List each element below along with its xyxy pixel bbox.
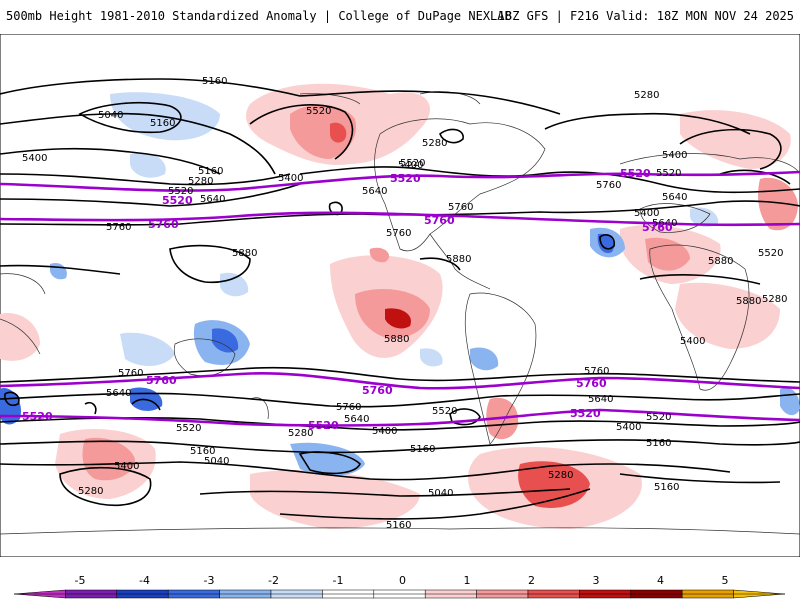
colorbar-tick-label: 4 — [657, 574, 664, 587]
contour-label: 5400 — [398, 160, 423, 171]
contour-label: 5280 — [762, 294, 787, 305]
contour-label: 5760 — [386, 228, 411, 239]
colorbar-tick-label: 1 — [464, 574, 471, 587]
colorbar-tick-label: -2 — [268, 574, 279, 587]
contour-label: 5760 — [596, 180, 621, 191]
contour-label: 5280 — [548, 470, 573, 481]
contour-label: 5520 — [400, 158, 425, 169]
anomaly-map: 5160 5040 5520 5400 5160 5400 5280 5520 … — [0, 34, 800, 557]
contour-label: 5400 — [372, 426, 397, 437]
contour-label: 5760 — [584, 366, 609, 377]
header: 500mb Height 1981-2010 Standardized Anom… — [0, 0, 800, 34]
contour-label: 5520 — [646, 412, 671, 423]
model-run-info: 18Z GFS | F216 Valid: 18Z MON NOV 24 202… — [497, 9, 794, 23]
contour-label: 5280 — [78, 486, 103, 497]
contour-label: 5280 — [634, 90, 659, 101]
thickness-label: 5520 — [22, 410, 53, 423]
contour-label: 5280 — [422, 138, 447, 149]
colorbar-tick-label: 0 — [399, 574, 406, 587]
contour-label: 5520 — [306, 106, 331, 117]
contour-label: 5880 — [446, 254, 471, 265]
contour-label: 5640 — [652, 218, 677, 229]
coastlines — [0, 91, 800, 535]
contour-label: 5160 — [386, 520, 411, 531]
contour-label: 5520 — [656, 168, 681, 179]
thickness-label: 5520 — [390, 172, 421, 185]
colorbar-tick-label: -5 — [75, 574, 86, 587]
contour-label: 5280 — [188, 176, 213, 187]
contour-label: 5400 — [616, 422, 641, 433]
contour-label: 5400 — [680, 336, 705, 347]
colorbar-tick-label: 5 — [722, 574, 729, 587]
thickness-contours — [0, 170, 800, 427]
contour-label: 5640 — [662, 192, 687, 203]
colorbar-tick-label: 3 — [593, 574, 600, 587]
map-title: 500mb Height 1981-2010 Standardized Anom… — [6, 9, 512, 23]
contour-label: 5520 — [176, 423, 201, 434]
contour-label: 5400 — [114, 461, 139, 472]
contour-label: 5280 — [288, 428, 313, 439]
thickness-label: 5760 — [362, 384, 393, 397]
contour-label: 5760 — [448, 202, 473, 213]
contour-label: 5160 — [202, 76, 227, 87]
thickness-label: 5520 — [308, 419, 339, 432]
colorbar-tick-labels: -5 -4 -3 -2 -1 0 1 2 3 4 5 — [75, 574, 729, 587]
colorbar-tick-label: -1 — [333, 574, 344, 587]
contour-label: 5160 — [150, 118, 175, 129]
contour-label: 5520 — [758, 248, 783, 259]
contour-label: 5880 — [736, 296, 761, 307]
thickness-label: 5760 — [424, 214, 455, 227]
contour-label: 5520 — [168, 186, 193, 197]
thickness-label: 5760 — [146, 374, 177, 387]
thickness-label: 5520 — [570, 407, 601, 420]
thickness-label: 5760 — [148, 218, 179, 231]
contour-label: 5880 — [232, 248, 257, 259]
contour-label: 5400 — [634, 208, 659, 219]
contour-label: 5400 — [662, 150, 687, 161]
contour-label: 5640 — [588, 394, 613, 405]
contour-label: 5400 — [22, 153, 47, 164]
thickness-label: 5520 — [620, 167, 651, 180]
contour-label: 5640 — [106, 388, 131, 399]
contour-label: 5640 — [362, 186, 387, 197]
contour-label: 5880 — [708, 256, 733, 267]
colorbar-tick-label: 2 — [528, 574, 535, 587]
colorbar-tick-label: -3 — [204, 574, 215, 587]
contour-label: 5040 — [98, 110, 123, 121]
contour-label: 5640 — [200, 194, 225, 205]
anomaly-colorbar: -5 -4 -3 -2 -1 0 1 2 3 4 5 — [13, 574, 786, 599]
height-contours — [0, 78, 800, 520]
contour-label: 5160 — [410, 444, 435, 455]
contour-label: 5160 — [190, 446, 215, 457]
contour-label: 5160 — [198, 166, 223, 177]
contour-label: 5640 — [344, 414, 369, 425]
thickness-label: 5760 — [576, 377, 607, 390]
contour-label: 5040 — [204, 456, 229, 467]
thickness-label: 5520 — [162, 194, 193, 207]
contour-label: 5400 — [278, 173, 303, 184]
contour-label: 5520 — [432, 406, 457, 417]
contour-label: 5760 — [106, 222, 131, 233]
thickness-label: 5760 — [642, 221, 673, 234]
colorbar-tick-label: -4 — [139, 574, 150, 587]
contour-label: 5160 — [654, 482, 679, 493]
positive-anomaly-areas — [0, 83, 798, 529]
contour-label: 5760 — [336, 402, 361, 413]
contour-label: 5760 — [118, 368, 143, 379]
contour-label: 5880 — [384, 334, 409, 345]
contour-label: 5040 — [428, 488, 453, 499]
contour-label: 5160 — [646, 438, 671, 449]
